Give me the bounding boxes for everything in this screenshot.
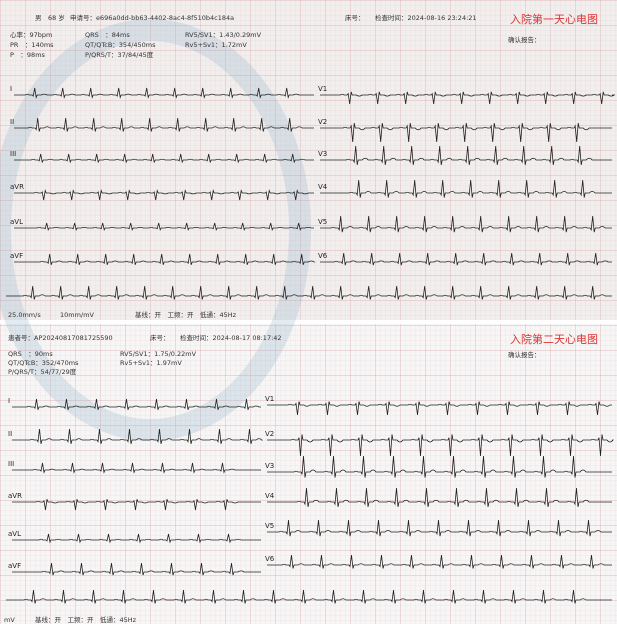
exam-time: 检查时间：2024-08-17 08:17:42 [180,333,282,342]
lead-label: V4 [318,183,328,191]
measurement: Rv5+Sv1：1.97mV [120,359,182,367]
measurement: QT/QTcB：352/470ms [8,359,79,367]
measurement: 心率：97bpm [10,30,52,39]
lead-label: V4 [265,492,275,500]
measurement: RV5/SV1：1.43/0.29mV [185,31,262,39]
patient-info: 男 68 岁 [35,13,65,22]
measurement: P/QRS/T：54/77/29度 [8,367,77,376]
lead-label: II [10,118,14,126]
lead-label: V5 [318,218,327,226]
lead-label: aVR [8,492,22,500]
lead-label: V2 [265,430,274,438]
exam-time: 检查时间：2024-08-16 23:24:21 [375,13,477,22]
lead-label: V3 [318,150,327,158]
lead-label: V6 [318,252,328,260]
lead-label: V1 [318,85,327,93]
lead-label: V6 [265,555,275,563]
lead-label: aVF [10,252,23,260]
measurement: Rv5+Sv1：1.72mV [185,41,247,49]
lead-label: III [8,460,14,468]
confirm-label: 确认报告： [508,35,541,44]
lead-label: I [10,85,12,93]
bed-label: 床号： [150,333,170,342]
measurement: RV5/SV1：1.75/0.22mV [120,350,197,358]
measurement: PR ：140ms [10,41,54,49]
lead-label: V2 [318,118,327,126]
divider [0,320,617,324]
lead-label: I [8,397,10,405]
lead-label: V3 [265,462,274,470]
footer-setting: mV [4,616,15,624]
footer-setting: 基线：开 工频：开 低通：45Hz [35,615,137,624]
measurement: P/QRS/T：37/84/45度 [85,50,154,59]
lead-label: aVF [8,562,21,570]
measurement: QRS ：84ms [85,31,130,39]
request-id: 申请号：e696a0dd-bb63-4402-8ac4-8f510b4c184a [70,13,234,22]
handwritten-title: 入院第一天心电图 [510,12,598,26]
measurement: P ：98ms [10,51,46,59]
confirm-label: 确认报告： [508,350,541,359]
footer-setting: 25.0mm/s [8,311,41,319]
bed-label: 床号： [345,13,365,22]
lead-label: V1 [265,395,274,403]
measurement: QT/QTcB：354/450ms [85,41,156,49]
lead-label: aVR [10,183,24,191]
lead-label: V5 [265,522,274,530]
lead-label: aVL [8,530,21,538]
lead-label: II [8,430,12,438]
measurement: QRS ：90ms [8,350,53,358]
ecg-photo: 男 68 岁申请号：e696a0dd-bb63-4402-8ac4-8f510b… [0,0,617,624]
lead-label: III [10,150,16,158]
lead-label: aVL [10,218,23,226]
footer-setting: 基线：开 工频：开 低通：45Hz [135,310,237,319]
request-id: 患者号：AP20240817081725590 [8,333,113,342]
footer-setting: 10mm/mV [60,311,94,319]
grid [0,324,617,624]
handwritten-title: 入院第二天心电图 [510,332,598,346]
